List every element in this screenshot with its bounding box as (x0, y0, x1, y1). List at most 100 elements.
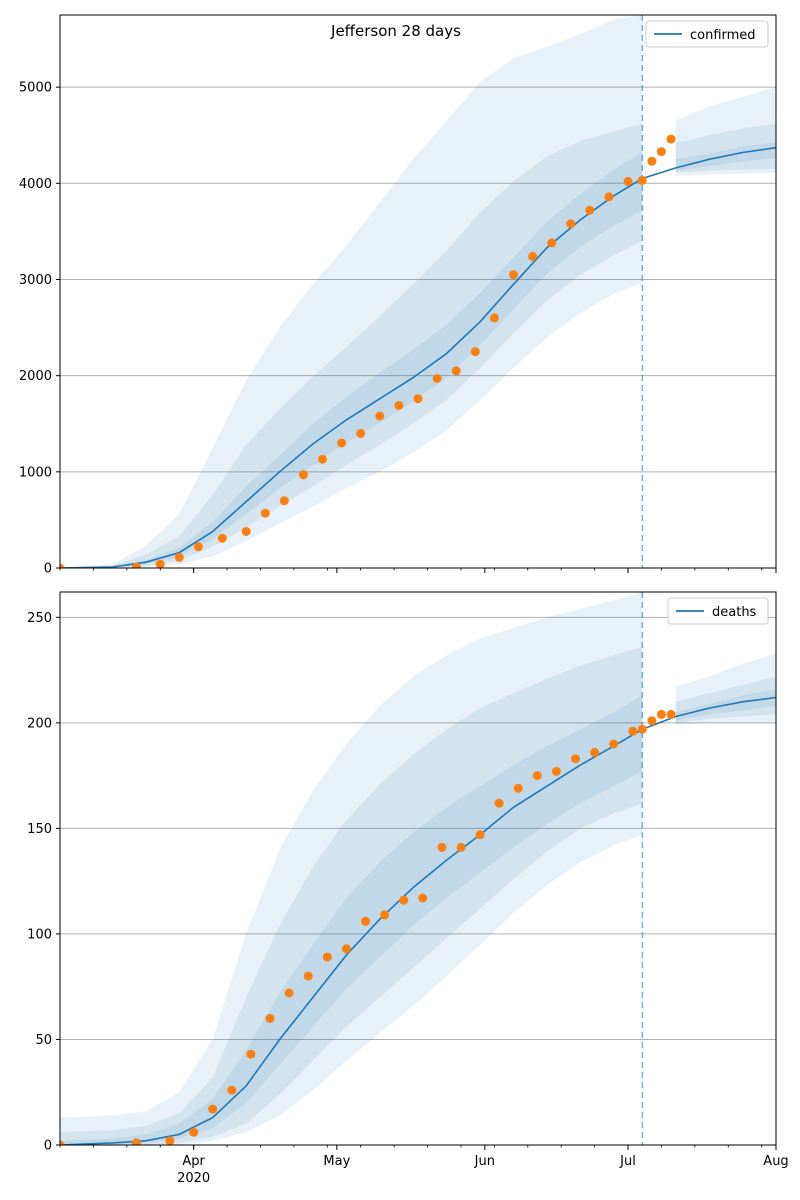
observed-point (241, 527, 251, 536)
observed-point (551, 766, 561, 776)
observed-point (131, 562, 141, 568)
observed-point (656, 147, 666, 157)
series-line-confirmed (60, 146, 776, 568)
observed-point (375, 411, 385, 421)
observed-point (361, 916, 370, 926)
legend-label: deaths (712, 605, 757, 620)
uncertainty-band-inner (60, 151, 643, 568)
axes-frame (59, 591, 777, 1146)
legend-box (667, 597, 769, 625)
observed-point (637, 724, 647, 734)
uncertainty-band-middle (675, 123, 776, 173)
uncertainty-band-middle (60, 123, 643, 568)
y-tick-label: 250 (27, 611, 52, 626)
observed-point (399, 895, 409, 905)
observed-point (318, 454, 327, 464)
y-tick-label: 5000 (19, 81, 52, 96)
observed-point (566, 219, 576, 229)
y-tick-label: 1000 (19, 465, 52, 480)
observed-point (341, 944, 351, 954)
observed-point (322, 952, 332, 962)
observed-point (628, 726, 638, 736)
x-tick-sublabel: 2020 (177, 1171, 210, 1186)
observed-point (131, 1138, 141, 1145)
observed-point (637, 175, 647, 185)
observed-point (528, 251, 538, 261)
axes-frame (59, 14, 777, 569)
x-tick-label: May (323, 1154, 350, 1169)
observed-point (155, 559, 165, 568)
observed-point (165, 1136, 175, 1145)
observed-point (590, 747, 600, 757)
x-tick-label: Jun (474, 1154, 495, 1169)
confirmed-panel: 0 1000 2000 3000 4000 5000 confirmed (19, 14, 777, 577)
uncertainty-band-outer (60, 592, 643, 1145)
observed-point (571, 754, 580, 764)
observed-point (647, 716, 657, 726)
observed-point (60, 563, 65, 568)
y-tick-label: 100 (27, 927, 52, 942)
x-tick-label: Jul (619, 1154, 636, 1169)
observed-point (475, 830, 485, 840)
observed-point (451, 366, 461, 376)
observed-point (217, 533, 227, 543)
observed-point (337, 438, 347, 448)
uncertainty-band-outer (675, 653, 776, 725)
y-tick-label: 50 (35, 1033, 52, 1048)
y-tick-label: 200 (27, 716, 52, 731)
x-tick-label: Aug (763, 1154, 788, 1169)
observed-point (279, 496, 289, 506)
uncertainty-band-outer (60, 15, 643, 568)
observed-point (547, 238, 557, 248)
observed-point (380, 910, 390, 920)
uncertainty-band-inner (60, 695, 643, 1145)
observed-point (470, 347, 480, 357)
observed-point (509, 270, 518, 280)
uncertainty-band-middle (675, 676, 776, 723)
observed-point (494, 798, 504, 808)
observed-point (666, 709, 676, 719)
uncertainty-band-middle (60, 646, 643, 1145)
observed-point (303, 971, 313, 981)
observed-point (193, 542, 203, 552)
observed-point (413, 394, 423, 404)
y-tick-label: 0 (44, 1139, 52, 1154)
y-tick-label: 4000 (19, 177, 52, 192)
y-tick-label: 150 (27, 822, 52, 837)
observed-point (260, 508, 270, 518)
uncertainty-band-outer (675, 87, 776, 176)
observed-point (356, 428, 366, 438)
figure-title: Jefferson 28 days (330, 22, 461, 40)
observed-point (174, 552, 184, 562)
x-tick-label: Apr (182, 1154, 205, 1169)
observed-point (585, 205, 595, 215)
deaths-panel: 0 50 100 150 200 250 Apr 2020 May Jun Jul Aug deaths (27, 591, 789, 1186)
observed-point (298, 470, 308, 480)
plot-area (60, 15, 776, 568)
observed-point (437, 842, 447, 852)
observed-point (666, 134, 676, 144)
observed-point (189, 1127, 199, 1137)
observed-point (489, 313, 499, 323)
legend-box (645, 20, 769, 48)
observed-point (647, 156, 657, 166)
observed-point (456, 842, 466, 852)
observed-point (394, 401, 404, 410)
observed-point (432, 374, 442, 383)
observed-point (532, 771, 542, 781)
observed-point (609, 739, 619, 749)
observed-point (284, 988, 294, 998)
series-line-deaths (60, 696, 776, 1145)
legend-label: confirmed (690, 28, 756, 43)
y-tick-label: 0 (44, 562, 52, 577)
observed-point (60, 1140, 65, 1145)
y-tick-label: 2000 (19, 369, 52, 384)
plot-area (60, 592, 776, 1145)
observed-point (227, 1085, 237, 1095)
observed-point (246, 1049, 256, 1059)
observed-point (604, 192, 614, 202)
observed-point (623, 176, 633, 186)
observed-point (656, 709, 666, 719)
